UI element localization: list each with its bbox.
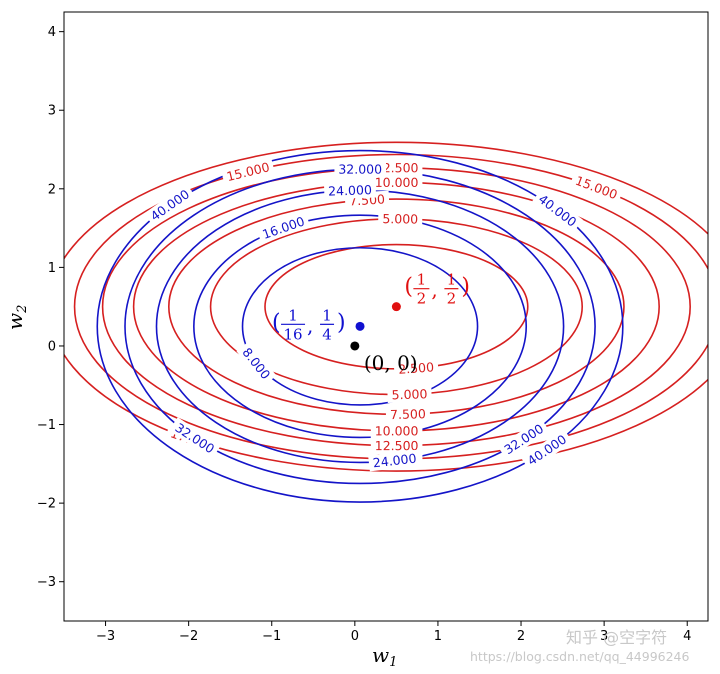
x-axis-ticks: −3 −2 −1 0 1 2 3 4 (96, 621, 691, 644)
blue-min-point (355, 321, 365, 331)
contour-label: 5.000 (378, 210, 423, 228)
contour-label: 10.000 (370, 174, 423, 191)
svg-text:16: 16 (283, 325, 302, 343)
y-tick-label: 4 (48, 25, 56, 40)
svg-text:2: 2 (417, 290, 427, 308)
x-tick-label: −3 (96, 629, 115, 644)
blue-contour-40.000 (96, 149, 624, 503)
svg-text:1: 1 (417, 271, 427, 289)
red-min-point (391, 302, 401, 312)
svg-text:8.000: 8.000 (239, 345, 273, 382)
watermark-zhihu: 知乎 @空字符 (566, 628, 667, 647)
contour-label: 5.000 (387, 385, 432, 404)
x-tick-label: 4 (683, 629, 691, 644)
x-tick-label: 2 (517, 629, 525, 644)
origin-point (350, 341, 360, 351)
svg-text:5.000: 5.000 (382, 211, 418, 226)
svg-text:24.000: 24.000 (372, 450, 417, 470)
origin-label: (0, 0) (364, 351, 418, 375)
svg-text:,: , (431, 278, 437, 302)
y-tick-label: 3 (48, 104, 56, 119)
blue-contour-16.000 (193, 214, 528, 439)
svg-text:32.000: 32.000 (338, 162, 382, 177)
svg-text:4: 4 (322, 325, 332, 343)
contour-labels: 2.5005.0005.0007.5007.50010.00010.00012.… (144, 157, 624, 472)
y-tick-label: −3 (37, 575, 56, 590)
svg-text:15.000: 15.000 (225, 159, 271, 184)
contour-label: 16.000 (256, 211, 311, 244)
contour-label: 10.000 (370, 422, 423, 439)
x-tick-label: 0 (351, 629, 359, 644)
svg-text:24.000: 24.000 (328, 182, 372, 198)
x-tick-label: −1 (262, 629, 281, 644)
watermark-url: https://blog.csdn.net/qq_44996246 (470, 649, 689, 664)
y-axis-label: w2 (3, 305, 30, 330)
svg-text:7.500: 7.500 (390, 406, 426, 422)
y-tick-label: 1 (48, 261, 56, 276)
svg-text:): ) (461, 275, 470, 300)
svg-text:,: , (307, 313, 313, 337)
x-tick-label: 3 (600, 629, 608, 644)
svg-text:2: 2 (447, 290, 457, 308)
x-tick-label: 1 (434, 629, 442, 644)
svg-text:1: 1 (322, 306, 332, 324)
contour-label: 8.000 (236, 341, 277, 386)
x-axis-label: w1 (372, 643, 397, 670)
contour-label: 2.500 (393, 358, 439, 378)
contour-label: 24.000 (323, 181, 377, 200)
x-tick-label: −2 (179, 629, 198, 644)
y-tick-label: −2 (37, 497, 56, 512)
svg-text:12.500: 12.500 (375, 438, 419, 453)
contour-label: 15.000 (569, 170, 624, 205)
y-tick-label: −1 (37, 418, 56, 433)
svg-text:2.500: 2.500 (398, 359, 435, 377)
red-min-label: (12, 12) (404, 271, 470, 308)
contour-label: 32.000 (334, 161, 387, 178)
svg-text:10.000: 10.000 (375, 423, 419, 438)
svg-text:(: ( (272, 310, 281, 335)
marked-points: (0, 0)(116, 14)(12, 12) (272, 271, 470, 375)
contour-label: 24.000 (368, 449, 422, 472)
svg-text:1: 1 (288, 306, 298, 324)
contour-label: 7.500 (385, 405, 431, 423)
blue-contour-8.000 (241, 246, 479, 406)
y-axis-ticks: −3 −2 −1 0 1 2 3 4 (37, 25, 64, 590)
svg-text:1: 1 (447, 271, 457, 289)
y-tick-label: 2 (48, 182, 56, 197)
svg-text:5.000: 5.000 (391, 386, 427, 402)
y-tick-label: 0 (48, 339, 56, 354)
svg-text:10.000: 10.000 (375, 175, 419, 190)
svg-text:(: ( (404, 275, 413, 300)
svg-text:): ) (337, 310, 346, 335)
contour-label: 12.500 (370, 437, 423, 454)
red-contour-17.500 (64, 141, 708, 472)
plot-frame (63, 11, 709, 622)
blue-min-label: (116, 14) (272, 306, 346, 343)
